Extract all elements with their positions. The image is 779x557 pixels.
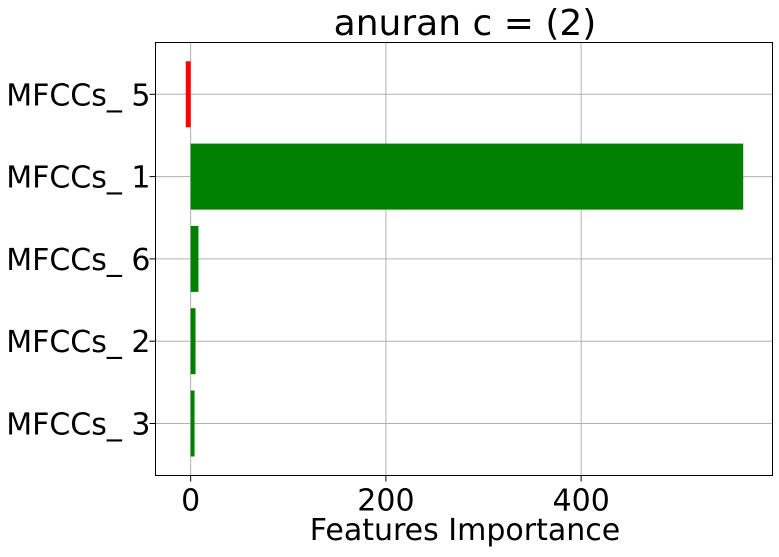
chart-title: anuran c = (2) (334, 3, 597, 44)
x-tick-label: 400 (553, 484, 610, 519)
bars (185, 61, 744, 457)
y-axis-ticks: MFCCs_ 3 MFCCs_ 2 MFCCs_ 6 MFCCs_ 1 MFCCs_ 5 (6, 78, 156, 443)
y-tick-label: MFCCs_ 5 (6, 78, 150, 113)
x-axis-ticks: 0 200 400 (181, 475, 610, 519)
x-axis-label: Features Importance (310, 513, 620, 548)
y-tick-label: MFCCs_ 2 (6, 325, 150, 360)
bar (185, 61, 191, 128)
y-tick-label: MFCCs_ 3 (6, 408, 150, 443)
bar (190, 308, 196, 375)
bar (190, 143, 744, 210)
bar (190, 225, 199, 292)
x-tick-label: 0 (181, 484, 200, 519)
bar (190, 390, 195, 457)
y-tick-label: MFCCs_ 1 (6, 161, 150, 196)
y-tick-label: MFCCs_ 6 (6, 243, 150, 278)
x-tick-label: 200 (357, 484, 414, 519)
grid-lines (155, 42, 773, 476)
